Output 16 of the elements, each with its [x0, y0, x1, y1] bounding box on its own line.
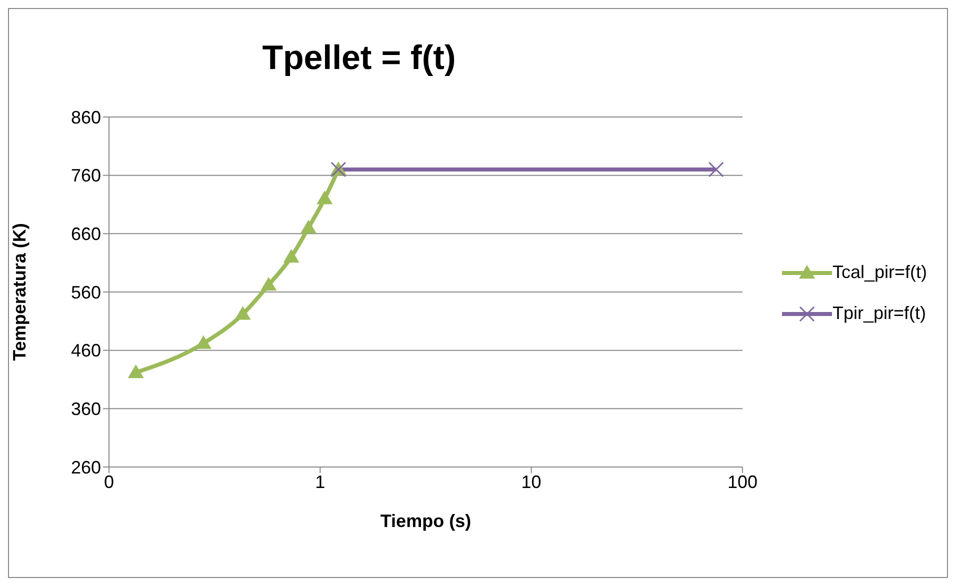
legend-label: Tpir_pir=f(t) [832, 303, 926, 324]
y-tick-label: 260 [70, 457, 101, 478]
y-tick-label: 760 [70, 166, 101, 186]
y-tick-label: 860 [70, 107, 101, 128]
y-tick-label: 660 [70, 224, 101, 244]
x-tick-label: 1 [315, 472, 326, 492]
legend-label: Tcal_pir=f(t) [832, 262, 927, 283]
y-tick-label: 460 [70, 340, 101, 361]
x-tick-label: 0 [104, 472, 114, 492]
chart-title: Tpellet = f(t) [261, 39, 457, 78]
x-axis-title: Tiempo (s) [380, 511, 472, 531]
x-tick-label: 100 [727, 472, 758, 492]
x-tick-label: 10 [521, 472, 542, 492]
y-axis-title: Temperatura (K) [9, 223, 30, 361]
y-tick-label: 560 [70, 282, 101, 302]
y-tick-label: 360 [70, 399, 101, 420]
